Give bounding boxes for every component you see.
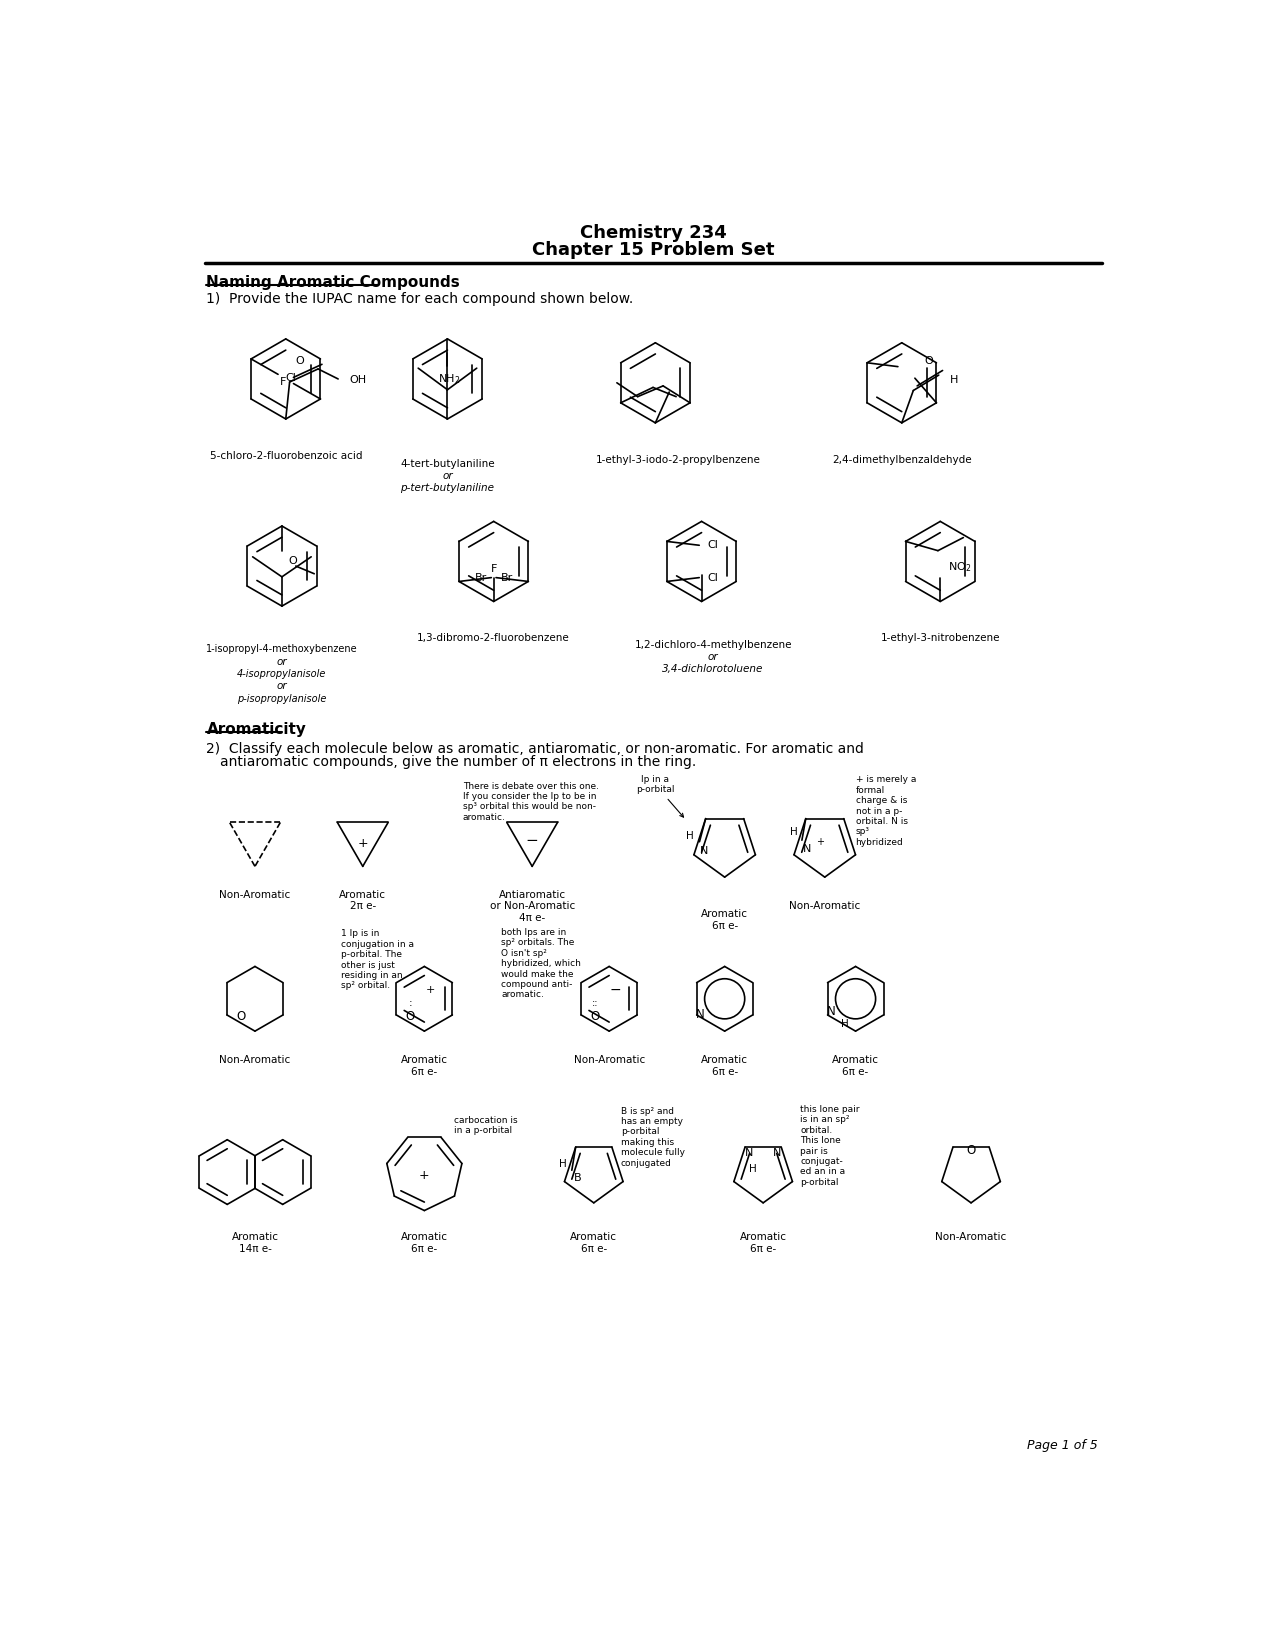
Text: N: N <box>745 1148 754 1158</box>
Text: O: O <box>296 356 303 366</box>
Text: Cl: Cl <box>286 373 297 383</box>
Text: O: O <box>924 356 933 366</box>
Text: or Non-Aromatic: or Non-Aromatic <box>490 901 575 911</box>
Text: Page 1 of 5: Page 1 of 5 <box>1028 1439 1098 1452</box>
Text: 2)  Classify each molecule below as aromatic, antiaromatic, or non-aromatic. For: 2) Classify each molecule below as aroma… <box>207 741 864 756</box>
Text: Chemistry 234: Chemistry 234 <box>580 224 727 241</box>
Text: OH: OH <box>349 376 366 386</box>
Text: O: O <box>405 1010 414 1023</box>
Text: Aromatic: Aromatic <box>339 889 386 899</box>
Text: 4-tert-butylaniline: 4-tert-butylaniline <box>400 459 495 469</box>
Text: Aromatic: Aromatic <box>400 1233 448 1242</box>
Text: F: F <box>280 378 287 388</box>
Text: H: H <box>789 828 797 838</box>
Text: p-isopropylanisole: p-isopropylanisole <box>237 693 326 703</box>
Text: B: B <box>574 1173 581 1183</box>
Text: Non-Aromatic: Non-Aromatic <box>219 889 291 899</box>
Text: or: or <box>277 681 287 691</box>
Text: H: H <box>840 1020 848 1030</box>
Text: H: H <box>950 376 959 386</box>
Text: H: H <box>748 1163 756 1173</box>
Text: 6π e-: 6π e- <box>711 921 738 931</box>
Text: N: N <box>773 1148 782 1158</box>
Text: lp in a
p-orbital: lp in a p-orbital <box>636 776 683 817</box>
Text: H: H <box>560 1158 567 1170</box>
Text: 6π e-: 6π e- <box>412 1068 437 1077</box>
Text: B is sp² and
has an empty
p-orbital
making this
molecule fully
conjugated: B is sp² and has an empty p-orbital maki… <box>621 1107 685 1168</box>
Text: Aromatic: Aromatic <box>232 1233 278 1242</box>
Text: Aromatic: Aromatic <box>740 1233 787 1242</box>
Text: +: + <box>816 837 824 846</box>
Text: antiaromatic compounds, give the number of π electrons in the ring.: antiaromatic compounds, give the number … <box>221 756 696 769</box>
Text: 6π e-: 6π e- <box>580 1244 607 1254</box>
Text: 1 lp is in
conjugation in a
p-orbital. The
other is just
residing in an
sp² orbi: 1 lp is in conjugation in a p-orbital. T… <box>342 929 414 990</box>
Text: Aromatic: Aromatic <box>701 1056 748 1066</box>
Text: O: O <box>590 1010 599 1023</box>
Text: Non-Aromatic: Non-Aromatic <box>789 901 861 911</box>
Text: carbocation is
in a p-orbital: carbocation is in a p-orbital <box>454 1115 518 1135</box>
Text: Br: Br <box>474 573 487 582</box>
Text: 6π e-: 6π e- <box>750 1244 776 1254</box>
Text: 1,3-dibromo-2-fluorobenzene: 1,3-dibromo-2-fluorobenzene <box>417 634 570 644</box>
Text: :: : <box>408 998 412 1008</box>
Text: Aromatic: Aromatic <box>833 1056 878 1066</box>
Text: Br: Br <box>501 573 513 582</box>
Text: N: N <box>827 1005 836 1018</box>
Text: p-tert-butylaniline: p-tert-butylaniline <box>400 483 495 493</box>
Text: Aromaticity: Aromaticity <box>207 721 306 736</box>
Text: −: − <box>609 982 621 997</box>
Text: 6π e-: 6π e- <box>412 1244 437 1254</box>
Text: 1-isopropyl-4-methoxybenzene: 1-isopropyl-4-methoxybenzene <box>207 644 358 653</box>
Text: N: N <box>803 845 811 855</box>
Text: 4-isopropylanisole: 4-isopropylanisole <box>237 668 326 678</box>
Text: 1-ethyl-3-nitrobenzene: 1-ethyl-3-nitrobenzene <box>881 634 1000 644</box>
Text: 1-ethyl-3-iodo-2-propylbenzene: 1-ethyl-3-iodo-2-propylbenzene <box>595 455 761 465</box>
Text: +: + <box>357 837 368 850</box>
Text: Non-Aromatic: Non-Aromatic <box>936 1233 1007 1242</box>
Text: Non-Aromatic: Non-Aromatic <box>219 1056 291 1066</box>
Text: Chapter 15 Problem Set: Chapter 15 Problem Set <box>532 241 774 259</box>
Text: N: N <box>696 1008 705 1021</box>
Text: Aromatic: Aromatic <box>701 909 748 919</box>
Text: 1,2-dichloro-4-methylbenzene: 1,2-dichloro-4-methylbenzene <box>635 640 792 650</box>
Text: or: or <box>277 657 287 667</box>
Text: N: N <box>700 846 709 856</box>
Text: NO$_2$: NO$_2$ <box>947 559 972 574</box>
Text: F: F <box>491 564 497 574</box>
Text: O: O <box>966 1143 975 1157</box>
Text: −: − <box>525 833 538 848</box>
Text: Cl: Cl <box>708 540 719 549</box>
Text: 14π e-: 14π e- <box>238 1244 272 1254</box>
Text: Aromatic: Aromatic <box>570 1233 617 1242</box>
Text: Naming Aromatic Compounds: Naming Aromatic Compounds <box>207 276 460 290</box>
Text: 1)  Provide the IUPAC name for each compound shown below.: 1) Provide the IUPAC name for each compo… <box>207 292 634 305</box>
Text: + is merely a
formal
charge & is
not in a p-
orbital. N is
sp³
hybridized: + is merely a formal charge & is not in … <box>856 776 915 846</box>
Text: Cl: Cl <box>708 573 719 582</box>
Text: or: or <box>708 652 718 662</box>
Text: O: O <box>236 1010 246 1023</box>
Text: ::: :: <box>592 998 598 1008</box>
Text: Antiaromatic: Antiaromatic <box>499 889 566 899</box>
Text: There is debate over this one.
If you consider the lp to be in
sp³ orbital this : There is debate over this one. If you co… <box>463 782 599 822</box>
Text: 6π e-: 6π e- <box>843 1068 868 1077</box>
Text: 3,4-dichlorotoluene: 3,4-dichlorotoluene <box>663 665 764 675</box>
Text: both lps are in
sp² orbitals. The
O isn't sp²
hybridized, which
would make the
c: both lps are in sp² orbitals. The O isn'… <box>501 927 581 1000</box>
Text: 5-chloro-2-fluorobenzoic acid: 5-chloro-2-fluorobenzoic acid <box>209 450 362 460</box>
Text: 4π e-: 4π e- <box>519 912 546 922</box>
Text: NH$_2$: NH$_2$ <box>437 371 460 386</box>
Text: 2,4-dimethylbenzaldehyde: 2,4-dimethylbenzaldehyde <box>833 455 972 465</box>
Text: Non-Aromatic: Non-Aromatic <box>574 1056 645 1066</box>
Text: O: O <box>288 556 297 566</box>
Text: 2π e-: 2π e- <box>349 901 376 911</box>
Text: 6π e-: 6π e- <box>711 1068 738 1077</box>
Text: Aromatic: Aromatic <box>400 1056 448 1066</box>
Text: this lone pair
is in an sp²
orbital.
This lone
pair is
conjugat-
ed an in a
p-or: this lone pair is in an sp² orbital. Thi… <box>801 1106 859 1186</box>
Text: or: or <box>442 470 453 480</box>
Text: +: + <box>426 985 435 995</box>
Text: H: H <box>686 830 694 840</box>
Text: +: + <box>419 1170 430 1183</box>
